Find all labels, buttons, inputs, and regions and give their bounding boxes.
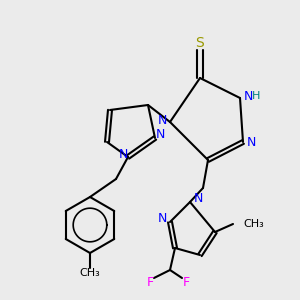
Text: N: N — [157, 113, 167, 127]
Text: H: H — [252, 91, 260, 101]
Text: S: S — [196, 36, 204, 50]
Text: CH₃: CH₃ — [243, 219, 264, 229]
Text: N: N — [246, 136, 256, 148]
Text: N: N — [155, 128, 165, 142]
Text: F: F — [182, 277, 190, 290]
Text: N: N — [118, 148, 128, 160]
Text: N: N — [157, 212, 167, 226]
Text: CH₃: CH₃ — [80, 268, 100, 278]
Text: N: N — [193, 193, 203, 206]
Text: F: F — [146, 277, 154, 290]
Text: N: N — [243, 89, 253, 103]
